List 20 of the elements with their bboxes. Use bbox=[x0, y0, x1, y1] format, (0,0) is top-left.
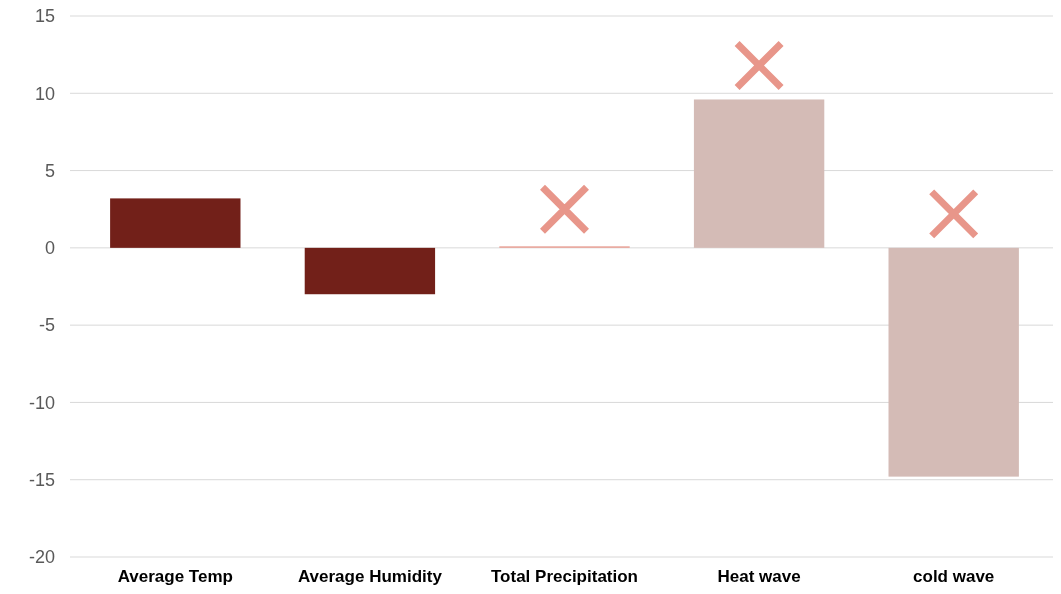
y-tick-label: 0 bbox=[44, 238, 55, 259]
y-tick-label: 5 bbox=[44, 160, 55, 181]
x-tick-label: Average Humidity bbox=[297, 567, 443, 586]
y-tick-label: 15 bbox=[34, 6, 55, 27]
point bbox=[733, 39, 785, 91]
x-tick-label: Average Temp bbox=[117, 567, 233, 586]
x-tick-label: Heat wave bbox=[717, 567, 801, 586]
point bbox=[539, 183, 590, 235]
y-tick-label: -10 bbox=[28, 392, 55, 413]
x-tick-label: Total Precipitation bbox=[490, 567, 639, 586]
y-tick-label: -20 bbox=[28, 547, 55, 568]
y-tick-label: 10 bbox=[34, 83, 55, 104]
x-tick-label: cold wave bbox=[913, 567, 995, 586]
bar bbox=[693, 99, 825, 248]
bar bbox=[304, 247, 436, 295]
y-tick-label: -15 bbox=[28, 470, 55, 491]
y-tick-label: -5 bbox=[38, 315, 55, 336]
point bbox=[928, 188, 980, 240]
bar bbox=[888, 247, 1019, 477]
bar bbox=[110, 198, 241, 248]
